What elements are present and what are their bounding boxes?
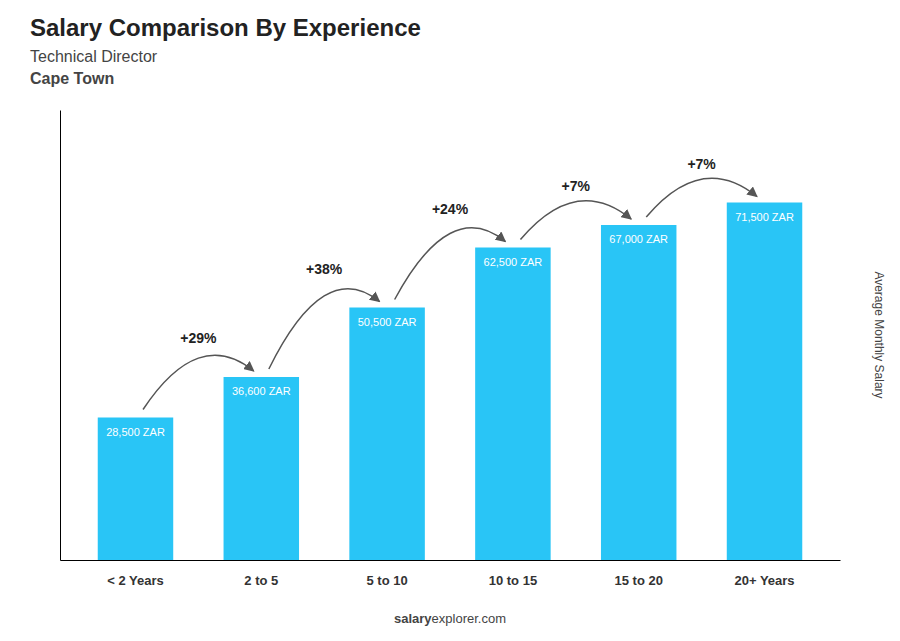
data-label: 71,500 ZAR	[735, 211, 794, 223]
x-tick-label: 15 to 20	[614, 573, 662, 588]
plot: < 2 Years 2 to 5 5 to 10 10 to 15 15 to 20 20…	[61, 111, 841, 588]
annotations: +29% +38% +24% +7% +7%	[143, 156, 757, 410]
data-label: 28,500 ZAR	[106, 426, 165, 438]
data-label: 67,000 ZAR	[609, 233, 668, 245]
annotation-arrow	[143, 355, 254, 409]
x-tick-label: 10 to 15	[489, 573, 537, 588]
x-tick: 5 to 10	[367, 573, 408, 588]
data-label: 50,500 ZAR	[358, 316, 417, 328]
annotation: +7%	[562, 178, 591, 194]
footer-part: explorer.com	[432, 611, 506, 626]
x-tick-label: < 2 Years	[107, 573, 164, 588]
location: Cape Town	[30, 70, 114, 87]
x-axis-line	[61, 560, 841, 561]
data-label: 62,500 ZAR	[484, 256, 543, 268]
footer: salaryexplorer.com	[394, 611, 506, 626]
y-label: Average Monthly Salary	[872, 271, 886, 398]
bar	[727, 203, 802, 561]
annotation-arrow	[269, 289, 380, 369]
bar	[224, 377, 299, 560]
annotation: +7%	[687, 156, 716, 172]
data-label: 36,600 ZAR	[232, 385, 291, 397]
x-tick-label: 2 to 5	[244, 573, 278, 588]
annotation: +29%	[180, 330, 217, 346]
x-tick-label: 5 to 10	[367, 573, 408, 588]
x-tick-label: 20+ Years	[734, 573, 794, 588]
annotation: +24%	[432, 201, 469, 217]
x-tick: < 2 Years	[107, 573, 164, 588]
bar	[349, 308, 424, 561]
x-tick: 15 to 20	[614, 573, 662, 588]
annotation: +38%	[306, 261, 343, 277]
chart: Salary Comparison By Experience Technical…	[0, 0, 900, 641]
title: Salary Comparison By Experience	[30, 14, 421, 41]
bars	[98, 203, 803, 561]
annotation-arrow	[520, 201, 631, 240]
x-tick: 20+ Years	[734, 573, 794, 588]
subtitle: Technical Director	[30, 48, 158, 65]
x-axis: < 2 Years 2 to 5 5 to 10 10 to 15 15 to 20 20…	[61, 561, 841, 588]
x-tick: 2 to 5	[244, 573, 278, 588]
bar	[98, 418, 173, 561]
footer-part: salary	[394, 611, 432, 626]
x-tick: 10 to 15	[489, 573, 537, 588]
y-axis	[60, 111, 61, 561]
y-axis-line	[60, 111, 61, 561]
data-labels: 28,500 ZAR 36,600 ZAR 50,500 ZAR 62,500 ZAR…	[106, 211, 794, 438]
annotation-arrow	[646, 178, 757, 217]
bar	[475, 248, 550, 561]
annotation-arrow	[395, 228, 506, 300]
bar	[601, 225, 676, 560]
